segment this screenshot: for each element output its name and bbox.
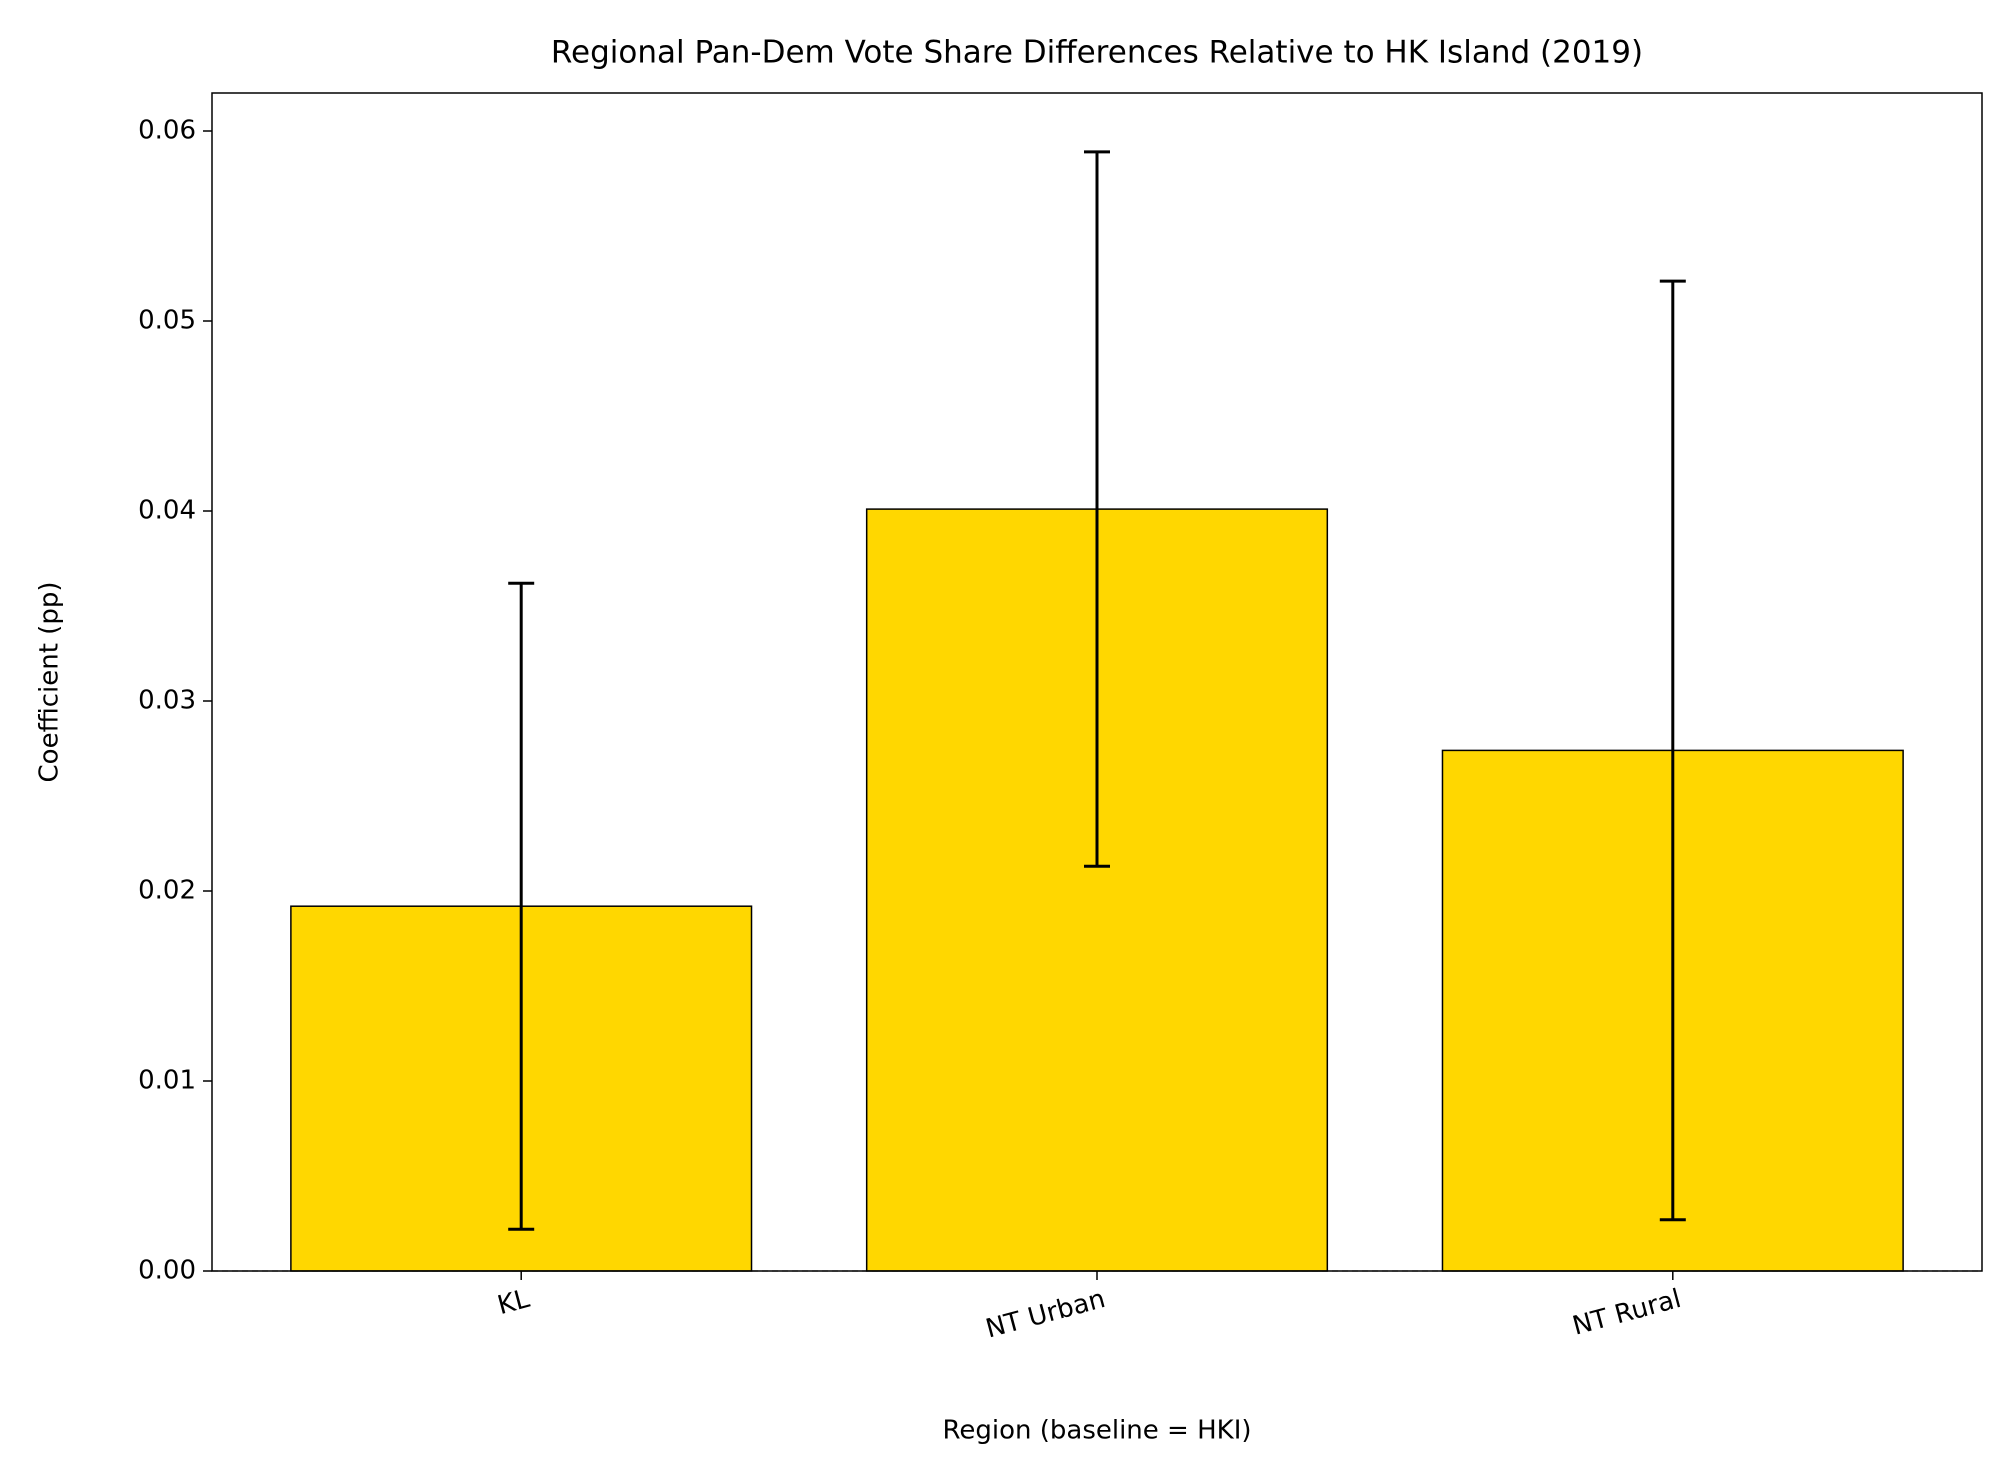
y-tick-label: 0.00	[138, 1256, 196, 1286]
y-axis-label: Coefficient (pp)	[35, 582, 65, 783]
x-axis-label: Region (baseline = HKI)	[942, 1416, 1251, 1446]
plot-frame	[211, 92, 1983, 1272]
y-tick-label: 0.06	[138, 116, 196, 146]
y-tick-label: 0.03	[138, 686, 196, 716]
y-tick-label: 0.04	[138, 496, 196, 526]
y-tick-label: 0.05	[138, 306, 196, 336]
y-tick-label: 0.02	[138, 876, 196, 906]
y-tick-label: 0.01	[138, 1066, 196, 1096]
chart-title: Regional Pan-Dem Vote Share Differences …	[551, 35, 1643, 71]
